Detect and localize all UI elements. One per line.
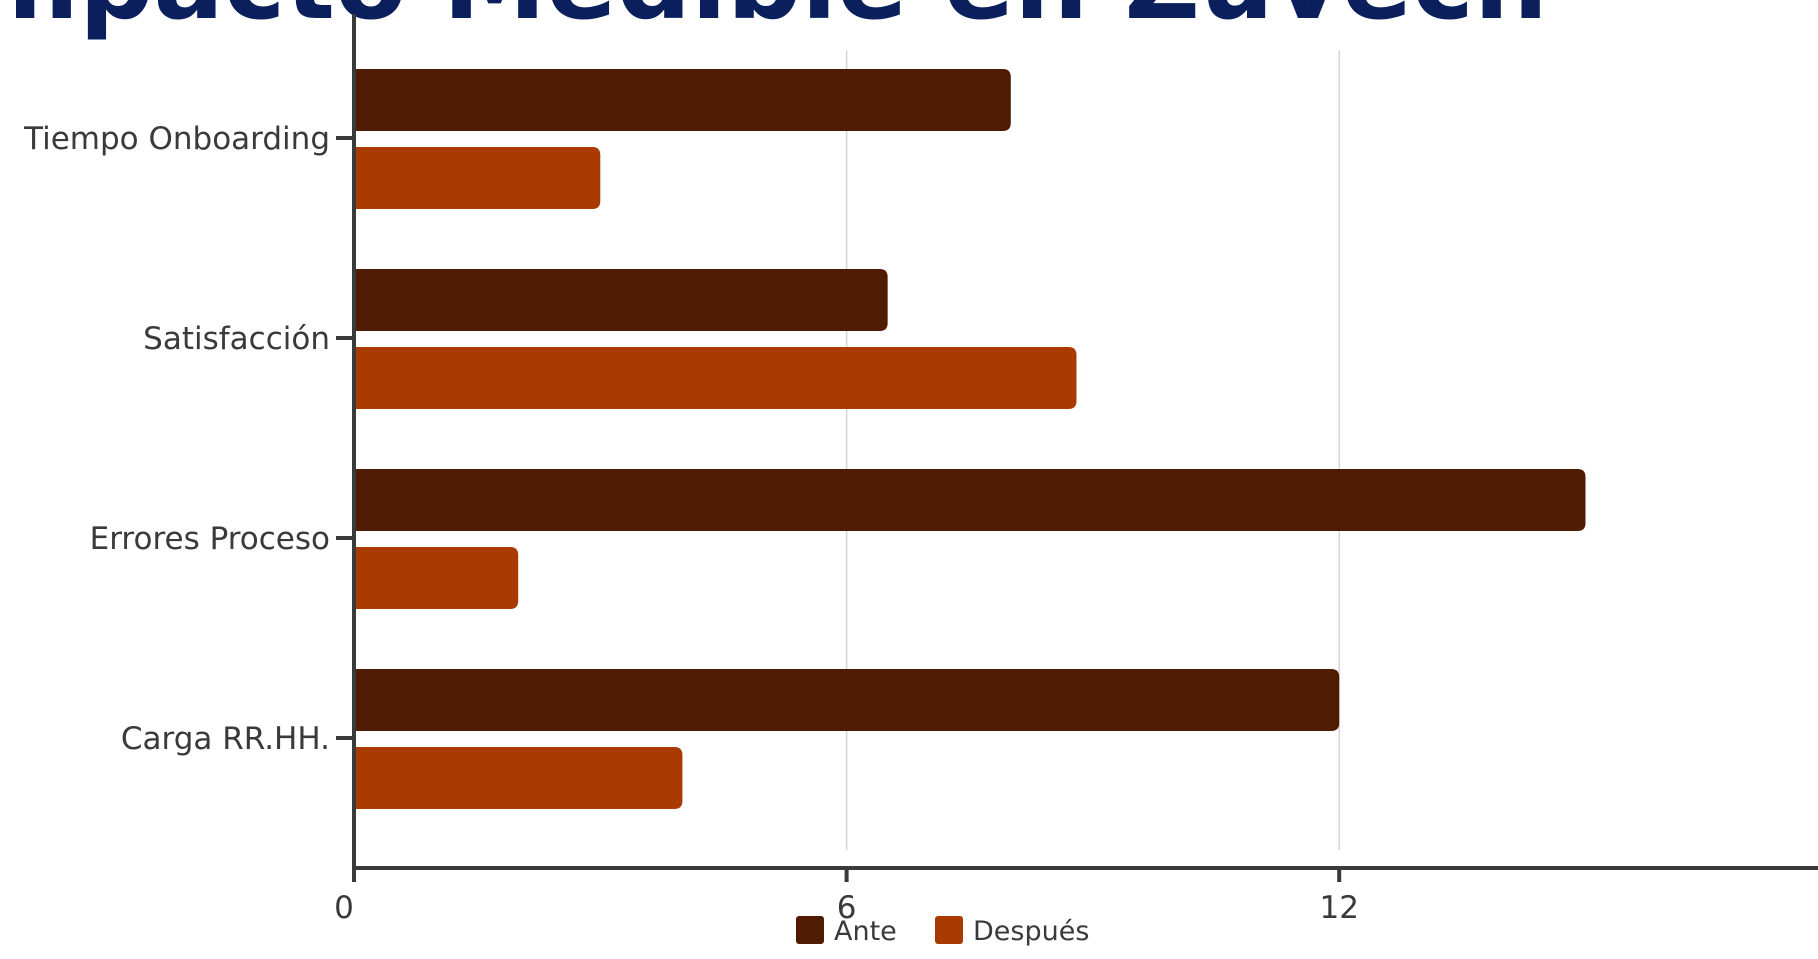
bar-despues-1 xyxy=(354,347,1077,409)
x-tick-label-6: 6 xyxy=(837,890,857,926)
legend-label-1: Después xyxy=(973,916,1089,947)
axes xyxy=(336,14,1818,882)
category-label-1: Satisfacción xyxy=(143,321,330,357)
x-tick-label-12: 12 xyxy=(1319,890,1358,926)
legend: Ante Después xyxy=(796,916,1089,947)
bar-ante-0 xyxy=(354,69,1011,131)
legend-label-0: Ante xyxy=(834,916,897,947)
chart-title: Impacto Medible en Zuvecn xyxy=(0,0,1548,43)
legend-swatch-0 xyxy=(796,916,824,944)
tick-labels: 0 6 12 xyxy=(334,890,1359,926)
x-tick-label-0: 0 xyxy=(334,890,354,926)
bar-despues-0 xyxy=(354,147,601,209)
bar-ante-2 xyxy=(354,469,1586,531)
category-label-0: Tiempo Onboarding xyxy=(23,121,330,157)
legend-swatch-1 xyxy=(935,916,963,944)
bars xyxy=(354,69,1586,809)
bar-ante-1 xyxy=(354,269,888,331)
category-label-2: Errores Proceso xyxy=(90,521,330,557)
bar-despues-2 xyxy=(354,547,519,609)
category-label-3: Carga RR.HH. xyxy=(121,721,330,757)
bar-despues-3 xyxy=(354,747,683,809)
bar-ante-3 xyxy=(354,669,1340,731)
category-labels: Tiempo Onboarding Satisfacción Errores Pro… xyxy=(23,121,330,757)
